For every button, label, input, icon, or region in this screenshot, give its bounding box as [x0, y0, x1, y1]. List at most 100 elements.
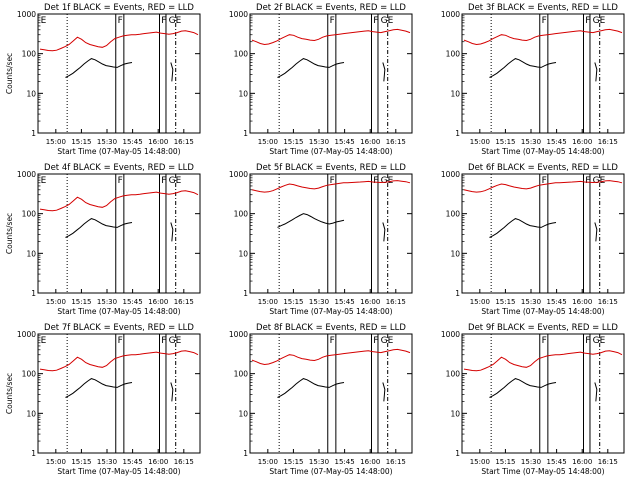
series-events-segment [382, 62, 386, 82]
y-tick-label: 1000 [441, 10, 460, 19]
y-axis-label: Counts/sec [5, 213, 14, 254]
panel-title: Det 5f BLACK = Events, RED = LLD [256, 163, 406, 173]
x-tick-label: 15:30 [97, 138, 117, 146]
annotation-label: F [161, 336, 166, 346]
x-tick-label: 15:45 [547, 458, 567, 466]
series-lld-line [39, 350, 199, 372]
x-tick-label: 16:00 [148, 298, 168, 306]
y-tick-label: 100 [446, 370, 461, 379]
x-tick-label: 16:15 [386, 138, 406, 146]
panel-det-4: Det 4f BLACK = Events, RED = LLD 1 10 100 10… [5, 163, 201, 316]
y-tick-label: 1000 [17, 330, 36, 339]
x-tick-label: 15:15 [495, 458, 515, 466]
x-axis-label: Start Time (07-May-05 14:48:00) [481, 307, 604, 316]
series-events-line [277, 58, 345, 78]
x-tick-label: 15:00 [470, 458, 490, 466]
y-tick-label: 10 [450, 89, 460, 98]
annotation-label: F [161, 176, 166, 186]
annotation-label: F [542, 16, 547, 26]
y-tick-label: 100 [234, 370, 249, 379]
y-tick-label: 100 [446, 210, 461, 219]
y-tick-label: 10 [26, 89, 36, 98]
series-lld-line [463, 350, 623, 372]
annotation-label: F [330, 16, 335, 26]
annotation-label: F [118, 336, 123, 346]
series-events-segment [594, 62, 598, 82]
x-tick-label: 15:00 [470, 138, 490, 146]
annotation-label: F [585, 16, 590, 26]
annotation-label: F [330, 176, 335, 186]
series-events-segment [382, 222, 386, 242]
y-tick-label: 100 [234, 210, 249, 219]
y-tick-label: 100 [22, 50, 37, 59]
plot-frame [461, 173, 625, 294]
annotation-label: F [373, 176, 378, 186]
y-tick-label: 1 [243, 449, 248, 458]
y-tick-label: 10 [238, 249, 248, 258]
x-tick-label: 16:00 [360, 458, 380, 466]
annotation-label: GE [593, 336, 606, 346]
panel-title: Det 8f BLACK = Events, RED = LLD [256, 323, 406, 333]
y-axis-label: Counts/sec [5, 373, 14, 414]
y-tick-label: 10 [238, 89, 248, 98]
series-events-segment [170, 222, 174, 242]
x-tick-label: 15:15 [71, 138, 91, 146]
x-tick-label: 15:45 [123, 298, 143, 306]
y-tick-label: 10 [450, 409, 460, 418]
annotation-label: F [585, 336, 590, 346]
x-tick-label: 15:45 [335, 298, 355, 306]
y-tick-label: 10 [238, 409, 248, 418]
plot-frame [37, 333, 201, 454]
x-tick-label: 16:15 [174, 138, 194, 146]
series-events-line [65, 378, 133, 398]
x-tick-label: 15:30 [97, 458, 117, 466]
series-events-segment [170, 62, 174, 82]
annotation-label: GE [593, 16, 606, 26]
plot-frame [249, 173, 413, 294]
x-tick-label: 15:30 [521, 138, 541, 146]
panel-title: Det 2f BLACK = Events, RED = LLD [256, 3, 406, 13]
x-tick-label: 15:30 [97, 298, 117, 306]
x-tick-label: 16:00 [148, 138, 168, 146]
x-tick-label: 15:15 [283, 458, 303, 466]
plot-frame [249, 13, 413, 134]
x-tick-label: 16:15 [174, 458, 194, 466]
panel-title: Det 1f BLACK = Events, RED = LLD [44, 3, 194, 13]
series-events-line [277, 378, 345, 398]
y-tick-label: 10 [450, 249, 460, 258]
x-tick-label: 16:00 [572, 458, 592, 466]
x-tick-label: 15:30 [309, 298, 329, 306]
panel-title: Det 7f BLACK = Events, RED = LLD [44, 323, 194, 333]
x-tick-label: 15:45 [123, 138, 143, 146]
x-axis-label: Start Time (07-May-05 14:48:00) [481, 147, 604, 156]
series-events-line [65, 218, 133, 238]
x-tick-label: 15:00 [46, 298, 66, 306]
y-tick-label: 1 [243, 289, 248, 298]
y-tick-label: 1 [31, 289, 36, 298]
y-tick-label: 1 [31, 129, 36, 138]
panel-det-3: Det 3f BLACK = Events, RED = LLD 1 10 100 10… [441, 3, 625, 156]
x-tick-label: 15:00 [258, 458, 278, 466]
plot-frame [249, 333, 413, 454]
x-axis-label: Start Time (07-May-05 14:48:00) [481, 467, 604, 476]
annotation-label: GE [381, 336, 394, 346]
panel-title: Det 3f BLACK = Events, RED = LLD [468, 3, 618, 13]
y-tick-label: 1 [455, 449, 460, 458]
y-tick-label: 1000 [441, 330, 460, 339]
x-tick-label: 16:00 [360, 298, 380, 306]
x-tick-label: 15:30 [309, 458, 329, 466]
annotation-label: GE [381, 16, 394, 26]
annotation-label: E [41, 16, 47, 26]
x-tick-label: 15:15 [495, 298, 515, 306]
x-tick-label: 16:15 [598, 138, 618, 146]
annotation-label: F [542, 176, 547, 186]
series-lld-line [39, 30, 199, 52]
annotation-label: GE [169, 16, 182, 26]
plot-frame [461, 333, 625, 454]
x-tick-label: 15:15 [71, 298, 91, 306]
x-tick-label: 15:45 [335, 458, 355, 466]
panel-title: Det 4f BLACK = Events, RED = LLD [44, 163, 194, 173]
x-tick-label: 16:15 [386, 298, 406, 306]
x-tick-label: 16:15 [174, 298, 194, 306]
annotation-label: F [161, 16, 166, 26]
